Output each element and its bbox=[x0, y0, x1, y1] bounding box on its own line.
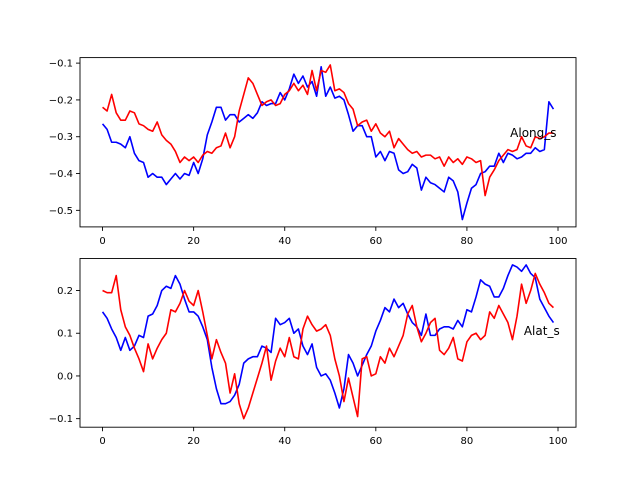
x-tick-label: 20 bbox=[187, 436, 200, 447]
x-tick-label: 0 bbox=[99, 436, 105, 447]
series-annotation: Along_s bbox=[510, 126, 556, 140]
x-tick-label: 60 bbox=[369, 236, 382, 247]
series-line-1 bbox=[102, 272, 554, 420]
series-line-1 bbox=[102, 64, 554, 197]
axes-frame bbox=[79, 258, 577, 428]
y-tick-label: 0.0 bbox=[57, 371, 73, 382]
y-tick-label: −0.3 bbox=[49, 132, 73, 143]
series-annotation: Alat_s bbox=[524, 324, 560, 338]
x-tick-label: 80 bbox=[461, 436, 474, 447]
y-tick-label: 0.2 bbox=[57, 286, 73, 297]
y-tick-label: −0.1 bbox=[49, 59, 73, 70]
x-tick-label: 100 bbox=[548, 436, 567, 447]
x-tick-label: 100 bbox=[548, 236, 567, 247]
x-tick-label: 20 bbox=[187, 236, 200, 247]
axes-frame bbox=[79, 57, 577, 228]
subplot-along-s: 0 20 40 60 80 100 −0.5 −0.4 −0.3 −0.2 −0.1 Along_s bbox=[49, 57, 577, 247]
series-line-0 bbox=[101, 264, 555, 409]
y-tick-label: −0.1 bbox=[49, 414, 73, 425]
x-tick-label: 40 bbox=[278, 236, 291, 247]
x-tick-label: 0 bbox=[99, 236, 105, 247]
x-tick-label: 80 bbox=[461, 236, 474, 247]
x-tick-label: 40 bbox=[278, 436, 291, 447]
y-tick-label: −0.4 bbox=[49, 169, 73, 180]
x-tick-label: 60 bbox=[369, 436, 382, 447]
subplot-alat-s: 0 20 40 60 80 100 −0.1 0.0 0.1 0.2 Alat_s bbox=[49, 258, 577, 447]
series-line-0 bbox=[101, 66, 555, 221]
y-tick-label: −0.5 bbox=[49, 206, 73, 217]
y-tick-label: 0.1 bbox=[57, 329, 73, 340]
y-tick-label: −0.2 bbox=[49, 95, 73, 106]
